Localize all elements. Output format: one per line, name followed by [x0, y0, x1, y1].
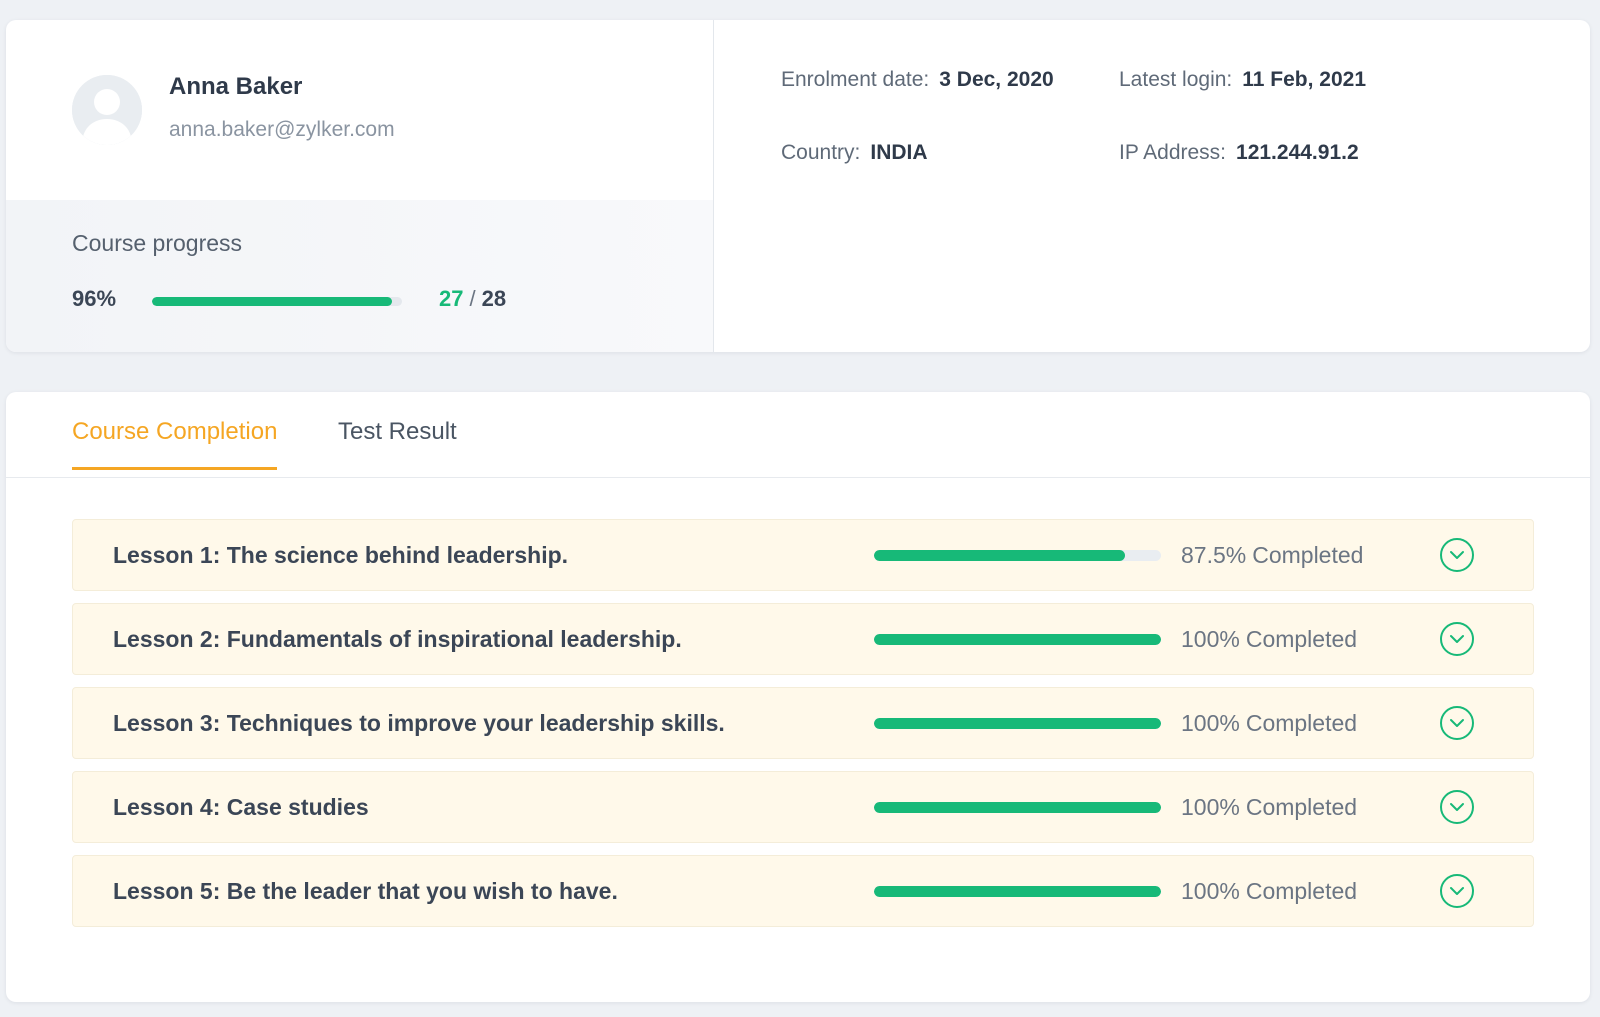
lesson-title: Lesson 3: Techniques to improve your lea… [113, 710, 725, 736]
lesson-progress-fill [874, 634, 1161, 645]
chevron-down-circle-icon[interactable] [1439, 537, 1475, 573]
course-details-card: Course Completion Test Result Lesson 1: … [6, 392, 1590, 1002]
latest-login: Latest login: 11 Feb, 2021 [1119, 68, 1366, 92]
lesson-progress-bar [874, 550, 1161, 561]
course-progress-percent: 96% [72, 286, 117, 311]
lesson-progress-bar [874, 802, 1161, 813]
lesson-row[interactable]: Lesson 2: Fundamentals of inspirational … [72, 603, 1534, 675]
tab-course-completion[interactable]: Course Completion [72, 418, 278, 470]
lesson-progress-bar [874, 718, 1161, 729]
lesson-title: Lesson 5: Be the leader that you wish to… [113, 878, 618, 904]
lesson-title: Lesson 4: Case studies [113, 794, 369, 820]
user-name: Anna Baker [169, 73, 303, 100]
lesson-row[interactable]: Lesson 4: Case studies 100% Completed [72, 771, 1534, 843]
learner-profile-card: Anna Baker anna.baker@zylker.com Course … [6, 20, 1590, 352]
lesson-progress-bar [874, 634, 1161, 645]
lesson-list: Lesson 1: The science behind leadership.… [72, 519, 1534, 939]
ip-address-value: 121.244.91.2 [1236, 141, 1359, 164]
lesson-progress-fill [874, 718, 1161, 729]
completed-count: 27 [439, 286, 464, 311]
lessons-completed-count: 27/28 [439, 286, 506, 312]
tab-test-result[interactable]: Test Result [338, 418, 457, 445]
chevron-down-circle-icon[interactable] [1439, 621, 1475, 657]
lesson-status-label: Completed [1252, 542, 1364, 568]
chevron-down-circle-icon[interactable] [1439, 705, 1475, 741]
latest-login-label: Latest login: [1119, 68, 1233, 91]
lesson-percent: 100% [1181, 794, 1240, 820]
lesson-progress-fill [874, 802, 1161, 813]
course-progress-title: Course progress [72, 230, 243, 256]
lesson-completion-status: 100% Completed [1181, 878, 1357, 905]
chevron-down-circle-icon[interactable] [1439, 873, 1475, 909]
lesson-row[interactable]: Lesson 5: Be the leader that you wish to… [72, 855, 1534, 927]
user-email: anna.baker@zylker.com [169, 118, 395, 141]
lesson-progress-fill [874, 886, 1161, 897]
count-separator: / [469, 286, 476, 311]
lesson-title: Lesson 2: Fundamentals of inspirational … [113, 626, 682, 652]
country-value: INDIA [870, 141, 928, 164]
lesson-progress-fill [874, 550, 1126, 561]
lesson-percent: 87.5% [1181, 542, 1247, 568]
lesson-completion-status: 100% Completed [1181, 710, 1357, 737]
country: Country: INDIA [781, 141, 928, 165]
user-avatar-icon [72, 75, 142, 145]
lesson-percent: 100% [1181, 878, 1240, 904]
lesson-percent: 100% [1181, 710, 1240, 736]
ip-address: IP Address: 121.244.91.2 [1119, 141, 1359, 165]
enrolment-date-value: 3 Dec, 2020 [939, 68, 1054, 91]
country-label: Country: [781, 141, 861, 164]
lesson-completion-status: 100% Completed [1181, 794, 1357, 821]
lesson-percent: 100% [1181, 626, 1240, 652]
enrolment-date-label: Enrolment date: [781, 68, 930, 91]
chevron-down-circle-icon[interactable] [1439, 789, 1475, 825]
latest-login-value: 11 Feb, 2021 [1242, 68, 1367, 91]
course-progress-bar [152, 297, 402, 306]
profile-pane: Anna Baker anna.baker@zylker.com Course … [6, 20, 714, 352]
course-progress-section: Course progress 96% 27/28 [6, 200, 713, 352]
lesson-completion-status: 87.5% Completed [1181, 542, 1363, 569]
lesson-status-label: Completed [1245, 710, 1358, 736]
ip-address-label: IP Address: [1119, 141, 1227, 164]
lesson-row[interactable]: Lesson 3: Techniques to improve your lea… [72, 687, 1534, 759]
enrolment-info-pane: Enrolment date: 3 Dec, 2020 Latest login:… [714, 20, 1590, 352]
lesson-row[interactable]: Lesson 1: The science behind leadership.… [72, 519, 1534, 591]
lesson-title: Lesson 1: The science behind leadership. [113, 542, 569, 568]
lesson-status-label: Completed [1245, 878, 1358, 904]
tab-bar: Course Completion Test Result [6, 392, 1590, 478]
lesson-progress-bar [874, 886, 1161, 897]
enrolment-date: Enrolment date: 3 Dec, 2020 [781, 68, 1054, 92]
course-progress-bar-fill [152, 297, 392, 306]
lesson-status-label: Completed [1245, 794, 1358, 820]
lesson-status-label: Completed [1245, 626, 1358, 652]
lesson-completion-status: 100% Completed [1181, 626, 1357, 653]
total-count: 28 [481, 286, 507, 311]
